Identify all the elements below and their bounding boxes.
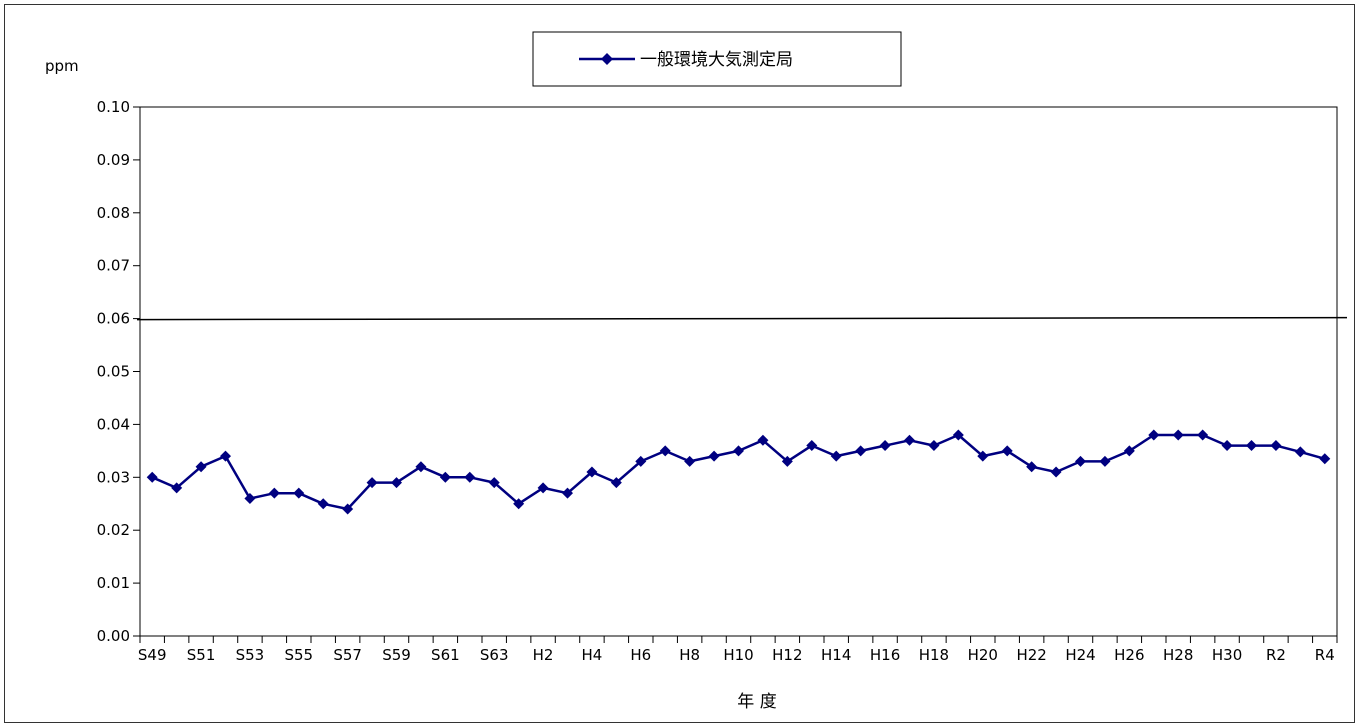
data-point-H3 xyxy=(562,487,573,499)
legend-label: 一般環境大気測定局 xyxy=(640,50,793,70)
data-point-H11 xyxy=(757,434,769,446)
x-tick-label: H4 xyxy=(582,646,603,664)
data-point-H24 xyxy=(1075,455,1086,467)
data-point-H4 xyxy=(586,466,598,478)
x-tick-label: H10 xyxy=(723,646,753,664)
y-tick-label: 0.03 xyxy=(97,468,130,486)
x-axis: S49 S51 S53 S55 S57 S59 S61 S63 H2 H4 H6 H8 H10 H12 H1… xyxy=(138,636,1338,664)
data-point-S63 xyxy=(488,477,500,489)
data-point-R3 xyxy=(1294,446,1306,458)
x-tick-label: R4 xyxy=(1315,646,1335,664)
x-tick-label: H16 xyxy=(870,646,900,664)
data-point-R1 xyxy=(1246,440,1257,452)
data-point-H23 xyxy=(1050,466,1062,478)
y-tick-label: 0.05 xyxy=(97,363,130,381)
data-point-H20 xyxy=(977,450,989,462)
data-point-S61 xyxy=(439,471,451,483)
data-point-S53 xyxy=(244,492,256,504)
legend-marker xyxy=(601,53,613,65)
x-tick-label: H12 xyxy=(772,646,802,664)
data-point-S50 xyxy=(171,482,183,494)
x-tick-label: S63 xyxy=(480,646,509,664)
y-axis: 0.00 0.01 0.02 0.03 0.04 0.05 0.06 0.07 0.08 0.09… xyxy=(97,98,140,645)
x-tick-label: H14 xyxy=(821,646,851,664)
data-point-S56 xyxy=(317,498,329,510)
reference-line-group xyxy=(136,316,1348,321)
x-tick-label: H28 xyxy=(1163,646,1193,664)
data-point-H8 xyxy=(684,455,696,467)
series-group xyxy=(146,429,1331,515)
data-point-S57 xyxy=(342,503,354,515)
data-point-H10 xyxy=(733,445,744,457)
x-tick-label: H6 xyxy=(630,646,651,664)
x-tick-label: S49 xyxy=(138,646,167,664)
x-tick-label: R2 xyxy=(1266,646,1286,664)
y-tick-label: 0.10 xyxy=(97,98,130,116)
x-tick-label: H30 xyxy=(1212,646,1242,664)
y-tick-label: 0.06 xyxy=(97,310,130,328)
x-tick-label: H20 xyxy=(968,646,998,664)
data-point-H25 xyxy=(1099,455,1111,467)
data-point-H27 xyxy=(1148,429,1160,441)
data-point-H19 xyxy=(952,429,964,441)
y-tick-label: 0.07 xyxy=(97,257,130,275)
y-tick-label: 0.01 xyxy=(97,574,130,592)
x-tick-label: S55 xyxy=(284,646,313,664)
data-point-S55 xyxy=(293,487,305,499)
y-tick-label: 0.09 xyxy=(97,151,130,169)
data-point-H29 xyxy=(1197,429,1209,441)
data-point-H26 xyxy=(1123,445,1135,457)
x-tick-label: H18 xyxy=(919,646,949,664)
data-point-S51 xyxy=(195,461,207,473)
x-tick-label: H8 xyxy=(679,646,700,664)
data-point-H28 xyxy=(1172,429,1184,441)
data-point-H9 xyxy=(708,450,720,462)
data-point-S62 xyxy=(464,471,476,483)
data-point-H17 xyxy=(904,434,915,446)
data-point-H7 xyxy=(659,445,671,457)
x-tick-label: H22 xyxy=(1016,646,1046,664)
x-tick-label: H24 xyxy=(1065,646,1095,664)
data-point-H18 xyxy=(928,440,940,452)
reference-line xyxy=(136,316,1348,321)
x-tick-label: S53 xyxy=(236,646,265,664)
data-point-H13 xyxy=(806,440,818,452)
data-point-H5 xyxy=(610,477,622,489)
x-axis-label: 年 度 xyxy=(737,692,776,712)
y-tick-label: 0.00 xyxy=(97,627,130,645)
y-tick-label: 0.04 xyxy=(97,415,130,433)
data-point-H22 xyxy=(1026,461,1038,473)
y-axis-label: ppm xyxy=(45,57,79,75)
x-tick-label: H2 xyxy=(533,646,554,664)
x-tick-label: S61 xyxy=(431,646,460,664)
data-point-S59 xyxy=(391,477,402,489)
data-point-H21 xyxy=(1001,445,1013,457)
data-point-S52 xyxy=(220,450,231,462)
data-point-H2 xyxy=(537,482,549,494)
y-tick-label: 0.08 xyxy=(97,204,130,222)
legend: 一般環境大気測定局 xyxy=(532,31,902,87)
data-point-R2 xyxy=(1270,440,1282,452)
data-point-R4 xyxy=(1319,453,1331,465)
data-point-H14 xyxy=(830,450,842,462)
data-point-H12 xyxy=(781,455,793,467)
data-point-S60 xyxy=(415,461,427,473)
data-point-H15 xyxy=(855,445,867,457)
data-point-H16 xyxy=(879,440,891,452)
x-tick-label: S59 xyxy=(382,646,411,664)
data-point-H30 xyxy=(1221,440,1233,452)
data-point-S49 xyxy=(146,471,158,483)
x-tick-label: S57 xyxy=(333,646,362,664)
x-tick-label: S51 xyxy=(187,646,216,664)
y-tick-label: 0.02 xyxy=(97,521,130,539)
data-point-H1 xyxy=(513,498,525,510)
data-point-S58 xyxy=(366,477,378,489)
chart-frame xyxy=(4,4,1355,723)
data-point-H6 xyxy=(635,455,647,467)
data-point-S54 xyxy=(268,487,280,499)
x-tick-label: H26 xyxy=(1114,646,1144,664)
plot-area xyxy=(139,106,1338,637)
